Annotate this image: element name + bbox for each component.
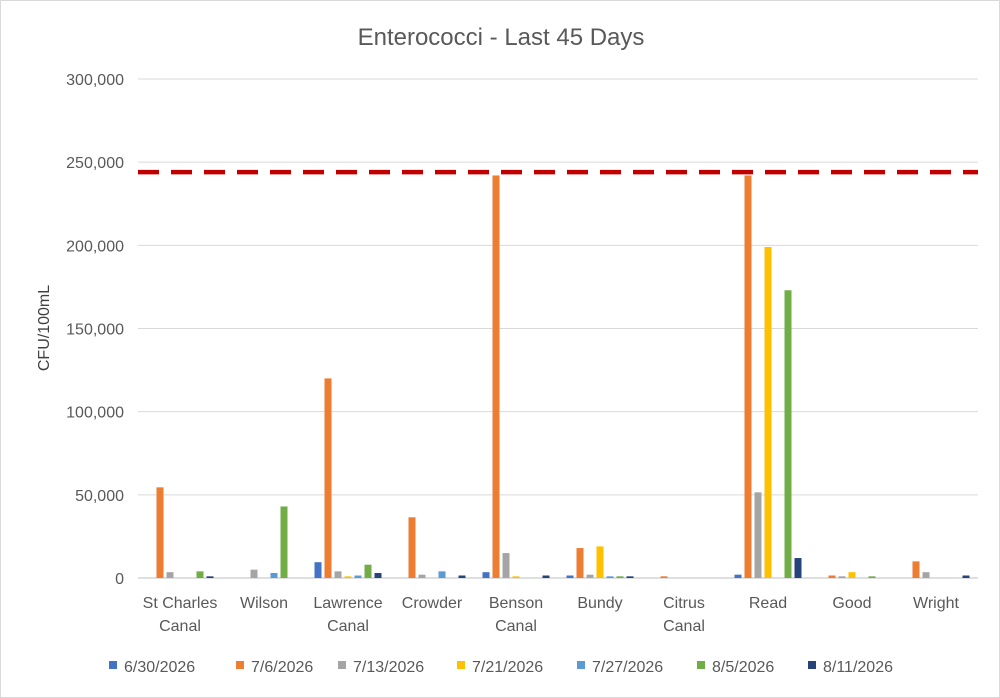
bar bbox=[606, 576, 614, 578]
y-tick-labels: 0 50,000 100,000 150,000 200,000 250,000 300,0… bbox=[66, 72, 124, 588]
bar bbox=[596, 546, 604, 578]
bar bbox=[962, 575, 970, 578]
x-tick-label: Benson bbox=[489, 595, 543, 612]
y-tick-label: 0 bbox=[115, 571, 124, 588]
bar bbox=[270, 573, 278, 578]
bar bbox=[324, 378, 332, 578]
legend-swatch bbox=[338, 661, 346, 669]
bar bbox=[922, 572, 930, 578]
x-tick-label: Crowder bbox=[402, 595, 463, 612]
bar bbox=[734, 574, 742, 578]
bar bbox=[354, 575, 362, 578]
bar bbox=[626, 576, 634, 578]
x-tick-label: Canal bbox=[663, 618, 705, 635]
bar bbox=[764, 246, 772, 578]
bar bbox=[458, 575, 466, 578]
legend-swatch bbox=[236, 661, 244, 669]
bar bbox=[744, 175, 752, 578]
legend-label: 7/27/2026 bbox=[592, 659, 663, 676]
bar bbox=[542, 575, 550, 578]
bar bbox=[166, 572, 174, 578]
bar bbox=[576, 548, 584, 578]
x-tick-label: Lawrence bbox=[313, 595, 382, 612]
bar bbox=[314, 562, 322, 578]
bar bbox=[418, 574, 426, 578]
bar bbox=[868, 576, 876, 578]
legend-swatch bbox=[577, 661, 585, 669]
legend-label: 8/11/2026 bbox=[823, 659, 893, 676]
bar bbox=[492, 175, 500, 578]
bar bbox=[280, 506, 288, 578]
x-tick-labels: St Charles Canal Wilson Lawrence Canal Crowde… bbox=[143, 595, 960, 635]
bar bbox=[438, 571, 446, 578]
bar bbox=[408, 517, 416, 578]
bar bbox=[794, 558, 802, 578]
y-axis-title: CFU/100mL bbox=[36, 285, 53, 371]
x-tick-label: Citrus bbox=[663, 595, 705, 612]
bar bbox=[206, 576, 214, 578]
bar bbox=[616, 576, 624, 578]
y-tick-label: 300,000 bbox=[66, 72, 124, 89]
bar bbox=[250, 569, 258, 578]
bar bbox=[374, 573, 382, 578]
legend-label: 8/5/2026 bbox=[712, 659, 774, 676]
bar bbox=[364, 564, 372, 578]
x-tick-label: Bundy bbox=[577, 595, 622, 612]
legend-swatch bbox=[109, 661, 117, 669]
y-tick-label: 150,000 bbox=[66, 322, 124, 339]
bar bbox=[784, 290, 792, 578]
y-tick-label: 250,000 bbox=[66, 155, 124, 172]
bar bbox=[912, 561, 920, 578]
bar bbox=[512, 576, 520, 578]
y-tick-label: 50,000 bbox=[75, 488, 124, 505]
legend: 6/30/2026 7/6/2026 7/13/2026 7/21/2026 7/27/… bbox=[109, 659, 893, 676]
bar bbox=[586, 574, 594, 578]
bar bbox=[344, 576, 352, 578]
grid-layer bbox=[138, 78, 978, 579]
x-tick-label: Wright bbox=[913, 595, 959, 612]
x-tick-label: Wilson bbox=[240, 595, 288, 612]
bar bbox=[156, 487, 164, 578]
x-tick-label: Read bbox=[749, 595, 787, 612]
legend-swatch bbox=[457, 661, 465, 669]
legend-label: 7/6/2026 bbox=[251, 659, 313, 676]
bar bbox=[196, 571, 204, 578]
bar bbox=[838, 576, 846, 578]
bar bbox=[566, 575, 574, 578]
bar bbox=[482, 572, 490, 578]
bar bbox=[660, 576, 668, 578]
x-tick-label: Canal bbox=[159, 618, 201, 635]
bar bbox=[848, 572, 856, 578]
x-tick-label: St Charles bbox=[143, 595, 218, 612]
bar bbox=[828, 575, 836, 578]
bar-layer bbox=[156, 175, 970, 578]
legend-label: 6/30/2026 bbox=[124, 659, 195, 676]
legend-swatch bbox=[697, 661, 705, 669]
x-tick-label: Canal bbox=[495, 618, 537, 635]
bar bbox=[334, 571, 342, 578]
y-tick-label: 200,000 bbox=[66, 238, 124, 255]
y-tick-label: 100,000 bbox=[66, 405, 124, 422]
x-tick-label: Good bbox=[832, 595, 871, 612]
x-tick-label: Canal bbox=[327, 618, 369, 635]
bar bbox=[502, 553, 510, 578]
legend-label: 7/21/2026 bbox=[472, 659, 543, 676]
legend-swatch bbox=[808, 661, 816, 669]
legend-label: 7/13/2026 bbox=[353, 659, 424, 676]
chart-title: Enterococci - Last 45 Days bbox=[358, 24, 645, 51]
bar bbox=[754, 492, 762, 578]
